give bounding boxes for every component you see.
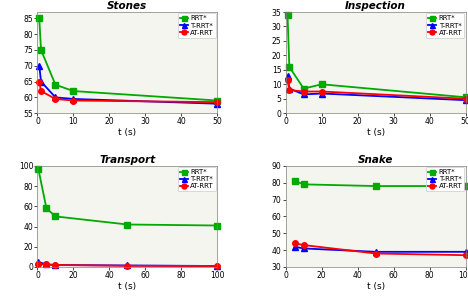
RRT* xyxy=(373,184,379,188)
Legend: RRT*, T-RRT*, AT-RRT: RRT*, T-RRT*, AT-RRT xyxy=(426,167,464,191)
RRT* xyxy=(463,95,468,99)
X-axis label: t (s): t (s) xyxy=(366,128,385,137)
X-axis label: t (s): t (s) xyxy=(118,282,137,291)
Line: RRT*: RRT* xyxy=(285,12,468,100)
AT-RRT xyxy=(286,88,292,92)
Title: Inspection: Inspection xyxy=(345,1,406,11)
AT-RRT xyxy=(52,97,58,101)
RRT* xyxy=(52,83,58,86)
RRT* xyxy=(286,65,292,69)
T-RRT* xyxy=(52,263,58,267)
AT-RRT xyxy=(38,89,44,93)
RRT* xyxy=(44,206,49,210)
AT-RRT xyxy=(319,90,324,93)
T-RRT* xyxy=(463,250,468,253)
RRT* xyxy=(214,99,220,102)
Line: RRT*: RRT* xyxy=(292,178,468,189)
AT-RRT xyxy=(52,263,58,267)
X-axis label: t (s): t (s) xyxy=(118,128,137,137)
Line: AT-RRT: AT-RRT xyxy=(292,241,468,258)
RRT* xyxy=(71,89,76,93)
RRT* xyxy=(38,48,44,52)
Legend: RRT*, T-RRT*, AT-RRT: RRT*, T-RRT*, AT-RRT xyxy=(178,167,216,191)
RRT* xyxy=(214,224,220,227)
Line: AT-RRT: AT-RRT xyxy=(285,77,468,101)
T-RRT* xyxy=(373,250,379,253)
Line: AT-RRT: AT-RRT xyxy=(36,261,220,269)
Legend: RRT*, T-RRT*, AT-RRT: RRT*, T-RRT*, AT-RRT xyxy=(426,14,464,38)
AT-RRT xyxy=(301,243,307,247)
RRT* xyxy=(292,179,298,183)
Line: T-RRT*: T-RRT* xyxy=(292,244,468,255)
AT-RRT xyxy=(463,97,468,101)
T-RRT* xyxy=(319,92,324,95)
AT-RRT xyxy=(37,80,42,83)
RRT* xyxy=(124,223,130,226)
T-RRT* xyxy=(52,96,58,99)
Line: RRT*: RRT* xyxy=(37,16,220,103)
X-axis label: t (s): t (s) xyxy=(366,282,385,291)
T-RRT* xyxy=(301,93,307,96)
Line: AT-RRT: AT-RRT xyxy=(37,79,220,105)
RRT* xyxy=(37,16,42,20)
AT-RRT xyxy=(301,90,307,93)
AT-RRT xyxy=(214,100,220,104)
T-RRT* xyxy=(44,263,49,266)
AT-RRT xyxy=(463,254,468,257)
AT-RRT xyxy=(124,264,130,268)
RRT* xyxy=(285,13,290,17)
AT-RRT xyxy=(71,99,76,102)
T-RRT* xyxy=(285,74,290,77)
RRT* xyxy=(319,82,324,86)
AT-RRT xyxy=(214,264,220,268)
AT-RRT xyxy=(36,262,41,266)
T-RRT* xyxy=(71,97,76,101)
RRT* xyxy=(463,184,468,188)
AT-RRT xyxy=(285,78,290,82)
Title: Transport: Transport xyxy=(99,155,155,165)
RRT* xyxy=(301,183,307,186)
T-RRT* xyxy=(292,245,298,249)
Line: T-RRT*: T-RRT* xyxy=(285,73,468,103)
T-RRT* xyxy=(36,260,41,264)
T-RRT* xyxy=(124,264,130,267)
RRT* xyxy=(301,87,307,90)
Line: T-RRT*: T-RRT* xyxy=(37,63,220,106)
RRT* xyxy=(36,167,41,171)
T-RRT* xyxy=(286,87,292,90)
T-RRT* xyxy=(301,247,307,250)
AT-RRT xyxy=(44,263,49,266)
T-RRT* xyxy=(214,102,220,106)
T-RRT* xyxy=(214,264,220,268)
T-RRT* xyxy=(38,80,44,83)
Line: RRT*: RRT* xyxy=(36,166,220,228)
Title: Stones: Stones xyxy=(107,1,147,11)
Legend: RRT*, T-RRT*, AT-RRT: RRT*, T-RRT*, AT-RRT xyxy=(178,14,216,38)
T-RRT* xyxy=(463,98,468,102)
AT-RRT xyxy=(373,252,379,255)
Line: T-RRT*: T-RRT* xyxy=(36,259,220,269)
T-RRT* xyxy=(37,64,42,68)
AT-RRT xyxy=(292,242,298,245)
RRT* xyxy=(52,214,58,218)
Title: Snake: Snake xyxy=(358,155,394,165)
